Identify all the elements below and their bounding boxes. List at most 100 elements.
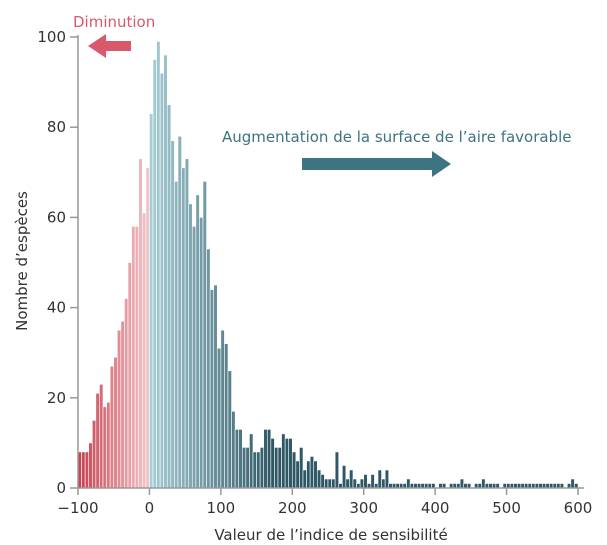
histogram-bar: [109, 365, 115, 489]
histogram-bar: [481, 478, 486, 489]
x-tick-label: −100: [57, 499, 98, 517]
histogram-bar: [113, 356, 118, 489]
arrow-right-icon: [302, 151, 451, 177]
annotation-diminution: Diminution: [73, 13, 155, 31]
histogram-bar: [259, 447, 265, 489]
annotation-augmentation: Augmentation de la surface de l’aire fav…: [222, 128, 572, 146]
histogram-bar: [131, 226, 136, 489]
histogram-bar: [320, 474, 325, 489]
y-tick-label: 0: [56, 479, 66, 497]
histogram-bar: [349, 469, 354, 489]
histogram-bar: [156, 41, 161, 489]
histogram-bar: [277, 447, 282, 489]
y-tick-label: 100: [37, 28, 66, 46]
histogram-bar: [220, 329, 225, 489]
histogram-bar: [127, 262, 132, 489]
histogram-bar: [295, 460, 300, 489]
histogram-bar: [84, 451, 90, 489]
histogram-bar: [377, 469, 382, 489]
x-ticks: −100 0 100 200 300 400 500 600: [57, 488, 592, 517]
histogram-bar: [241, 447, 247, 489]
histogram-bar: [81, 451, 86, 489]
y-tick-label: 20: [47, 389, 66, 407]
x-tick-label: 500: [492, 499, 521, 517]
histogram-bar: [174, 181, 179, 489]
histogram-bar: [202, 181, 207, 489]
histogram-bar: [370, 474, 375, 489]
histogram-bar: [120, 320, 125, 489]
histogram-bar: [224, 343, 229, 489]
histogram-bar: [341, 465, 347, 489]
y-tick-label: 40: [47, 299, 66, 317]
histogram-bar: [359, 478, 365, 489]
histogram-bar: [195, 194, 200, 489]
histogram-bar: [334, 451, 340, 489]
histogram-bar: [95, 392, 100, 489]
histogram-bar: [88, 442, 93, 489]
histogram-bar: [327, 478, 332, 489]
x-tick-label: 600: [564, 499, 593, 517]
histogram-bar: [209, 289, 215, 489]
histogram-bar: [191, 226, 197, 489]
histogram-bar: [116, 329, 122, 489]
histogram-bar: [316, 469, 322, 489]
x-tick-label: 100: [207, 499, 236, 517]
histogram-bar: [406, 478, 411, 489]
histogram-bars: [77, 41, 579, 489]
histogram-bar: [231, 411, 236, 489]
histogram-bar: [188, 203, 193, 489]
histogram-bar: [345, 478, 350, 489]
histogram-bar: [170, 140, 175, 489]
histogram-bar: [291, 451, 297, 489]
histogram-bar: [138, 158, 143, 489]
y-ticks: 0 20 40 60 80 100: [37, 28, 78, 497]
histogram-bar: [263, 429, 268, 489]
histogram-bar: [270, 438, 275, 489]
histogram-bar: [124, 298, 129, 489]
histogram-bar: [227, 370, 232, 489]
y-tick-label: 60: [47, 208, 66, 226]
arrow-left-icon: [88, 34, 131, 58]
histogram-bar: [245, 447, 250, 489]
histogram-bar: [331, 478, 336, 489]
histogram-bar: [99, 383, 104, 489]
x-tick-label: 0: [145, 499, 155, 517]
histogram-bar: [238, 429, 243, 489]
histogram-bar: [256, 451, 261, 489]
histogram-bar: [266, 429, 272, 489]
histogram-bar: [149, 113, 154, 489]
histogram-bar: [313, 460, 318, 489]
x-tick-label: 200: [278, 499, 307, 517]
histogram-bar: [281, 433, 286, 489]
histogram-bar: [159, 72, 165, 489]
histogram-bar: [199, 217, 204, 489]
histogram-bar: [206, 248, 211, 489]
histogram-bar: [184, 158, 190, 489]
histogram-bar: [177, 135, 182, 489]
y-axis-title: Nombre d’espèces: [13, 191, 31, 331]
histogram-bar: [141, 212, 147, 489]
histogram-bar: [352, 478, 357, 489]
histogram-bar: [324, 478, 329, 489]
histogram-bar: [166, 104, 172, 489]
histogram-bar: [145, 167, 150, 489]
histogram-bar: [299, 447, 304, 489]
histogram-bar: [288, 438, 293, 489]
x-tick-label: 400: [421, 499, 450, 517]
histogram-bar: [252, 451, 257, 489]
histogram-bar: [91, 420, 97, 489]
histogram-bar: [309, 456, 315, 489]
histogram-bar: [152, 59, 157, 489]
histogram-bar: [163, 54, 168, 489]
histogram-bar: [181, 167, 186, 489]
histogram-bar: [284, 438, 290, 489]
histogram-bar: [134, 226, 140, 489]
histogram-bar: [213, 284, 218, 489]
histogram-bar: [274, 447, 279, 489]
histogram-bar: [363, 474, 368, 489]
x-axis-title: Valeur de l’indice de sensibilité: [214, 526, 447, 544]
histogram-bar: [102, 406, 107, 489]
histogram-bar: [381, 478, 386, 489]
histogram-bar: [249, 433, 254, 489]
